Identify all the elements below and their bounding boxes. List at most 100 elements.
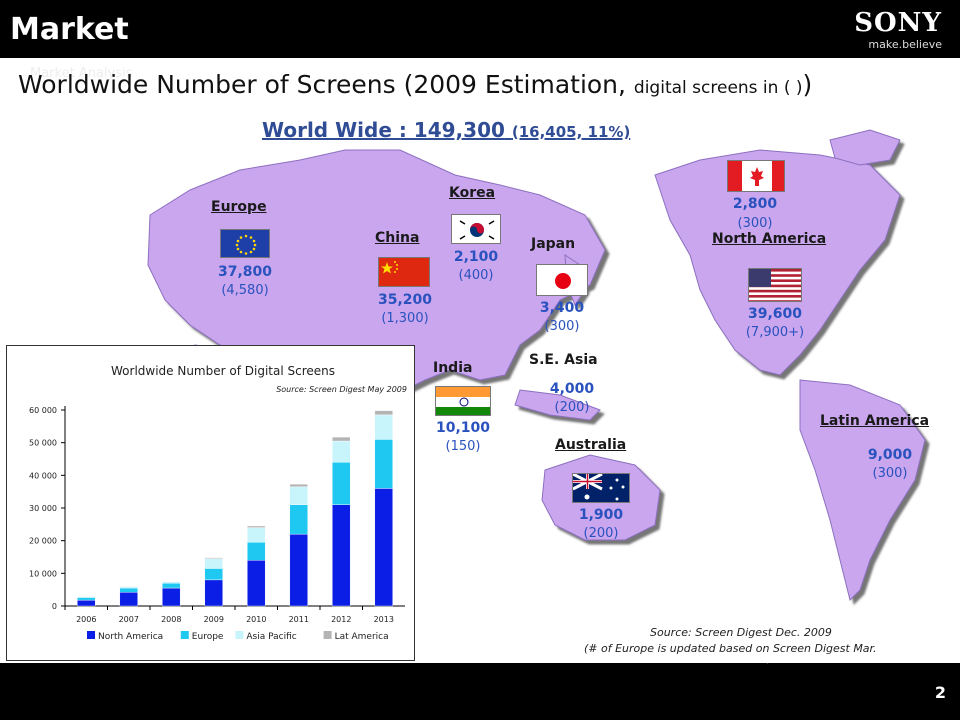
world-total-digital: (16,405, 11%) [511, 123, 631, 141]
korea-total: 2,100 [453, 249, 499, 265]
header-bar: Market SONY make.believe [0, 0, 960, 58]
chart-bar-segment [204, 568, 223, 581]
slide-title-text: Worldwide Number of Screens (2009 Estima… [18, 70, 634, 99]
latin-america-total: 9,000 [867, 447, 913, 463]
legend-label: North America [98, 632, 163, 642]
region-label-latin-america: Latin America [820, 413, 930, 429]
india-digital: (150) [445, 439, 481, 454]
latin-america-digital: (300) [872, 466, 908, 481]
canada-flag-icon [727, 160, 785, 192]
chart-bar-segment [204, 579, 223, 607]
australia-total: 1,900 [578, 507, 624, 523]
korea-flag-icon [451, 214, 501, 244]
legend-swatch [180, 631, 189, 639]
chart-bar-segment [162, 581, 181, 584]
region-label-india: India [433, 360, 473, 376]
canada-digital: (300) [737, 216, 773, 231]
section-title: Market [10, 12, 129, 47]
brand-name: SONY [854, 8, 942, 38]
chart-bar-segment [289, 504, 308, 535]
korea-digital: (400) [458, 268, 494, 283]
region-label-japan: Japan [531, 236, 576, 252]
region-label-korea: Korea [449, 185, 496, 201]
chart-bar-segment [332, 440, 351, 463]
chart-y-tick-label: 0 [52, 602, 57, 611]
region-label-australia: Australia [555, 437, 627, 453]
chart-bar-segment [332, 462, 351, 505]
chart-y-tick-label: 50 000 [29, 439, 57, 448]
world-total-label: World Wide : 149,300 [262, 118, 505, 142]
chart-bar-segment [374, 439, 393, 489]
legend-label: Europe [192, 632, 224, 642]
brand-tagline: make.believe [868, 38, 942, 51]
footer-bar: 2 [0, 663, 960, 720]
chart-bar-segment [162, 587, 181, 607]
japan-digital: (300) [544, 319, 580, 334]
chart-bar-segment [77, 599, 96, 607]
chart-bar-segment [77, 597, 96, 601]
europe-total: 37,800 [217, 264, 273, 280]
usa-flag-icon [748, 268, 802, 302]
chart-bar-segment [374, 488, 393, 607]
chart-y-tick-label: 10 000 [29, 569, 57, 578]
chart-x-tick-label: 2010 [246, 615, 266, 624]
chart-x-tick-label: 2011 [289, 615, 309, 624]
eu-flag-icon [220, 229, 270, 258]
chart-title: Worldwide Number of Digital Screens [111, 364, 335, 378]
legend-swatch [87, 631, 95, 639]
subtitle-ghost: Market Analysis [30, 66, 133, 81]
chart-y-tick-label: 40 000 [29, 471, 57, 480]
legend-swatch [323, 631, 332, 639]
page-number: 2 [934, 683, 946, 702]
japan-total: 3,400 [539, 300, 585, 316]
legend-label: Asia Pacific [246, 632, 296, 642]
chart-bar-segment [204, 557, 223, 559]
china-digital: (1,300) [381, 311, 429, 326]
source-update-note: (# of Europe is updated based on Screen … [584, 642, 877, 655]
digital-screens-chart: Worldwide Number of Digital Screens Sour… [6, 345, 415, 661]
chart-x-tick-label: 2007 [119, 615, 139, 624]
region-label-north-america: North America [712, 231, 827, 247]
chart-bar-segment [374, 414, 393, 440]
chart-bar-segment [289, 533, 308, 607]
chart-bar-segment [374, 410, 393, 416]
chart-y-tick-label: 20 000 [29, 537, 57, 546]
chart-bar-segment [119, 592, 138, 607]
north-america-digital: (7,900+) [745, 325, 805, 340]
legend-swatch [235, 631, 244, 639]
se-asia-digital: (200) [554, 400, 590, 415]
region-label-se-asia: S.E. Asia [529, 352, 598, 368]
chart-svg: Worldwide Number of Digital Screens Sour… [29, 364, 407, 642]
europe-digital: (4,580) [221, 283, 269, 298]
chart-bar-segment [204, 558, 223, 569]
chart-bar-segment [332, 504, 351, 607]
slide-title: Worldwide Number of Screens (2009 Estima… [18, 70, 812, 99]
india-total: 10,100 [435, 420, 491, 436]
slide-title-close: ) [802, 70, 813, 99]
chart-x-tick-label: 2009 [204, 615, 224, 624]
canada-total: 2,800 [732, 196, 778, 212]
chart-bar-segment [289, 486, 308, 505]
region-label-europe: Europe [211, 199, 267, 215]
australia-flag-icon [572, 473, 630, 503]
chart-bar-segment [247, 527, 266, 543]
slide-title-note: digital screens in ( ) [633, 78, 803, 98]
world-total: World Wide : 149,300 (16,405, 11%) [262, 118, 630, 142]
chart-x-tick-label: 2006 [76, 615, 96, 624]
chart-bar-segment [247, 525, 266, 528]
chart-source: Source: Screen Digest May 2009 [276, 385, 407, 394]
chart-bar-segment [289, 483, 308, 487]
china-total: 35,200 [377, 292, 433, 308]
region-label-china: China [375, 230, 420, 246]
chart-bar-segment [332, 436, 351, 442]
chart-bar-segment [247, 542, 266, 561]
chart-x-tick-label: 2013 [374, 615, 394, 624]
india-flag-icon [435, 386, 491, 416]
chart-bar-segment [119, 587, 138, 593]
chart-x-tick-label: 2012 [331, 615, 351, 624]
china-flag-icon [378, 257, 430, 287]
source-update-year: 2010) [742, 654, 772, 665]
chart-bar-segment [162, 582, 181, 589]
australia-digital: (200) [583, 526, 619, 541]
chart-bar-segment [247, 560, 266, 607]
